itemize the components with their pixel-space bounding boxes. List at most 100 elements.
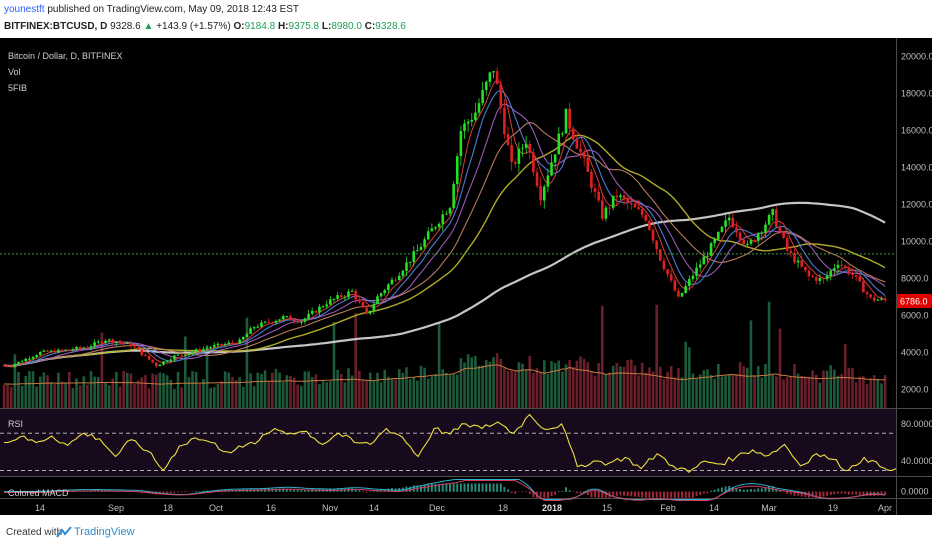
chart-header: younestft published on TradingView.com, … bbox=[0, 0, 932, 38]
macd-histogram-bar bbox=[57, 490, 60, 492]
volume-bar bbox=[416, 380, 419, 408]
candle-body bbox=[448, 208, 452, 214]
volume-bar bbox=[412, 377, 416, 408]
macd-histogram-bar bbox=[459, 483, 462, 492]
macd-histogram-bar bbox=[503, 487, 506, 492]
candle-body bbox=[735, 227, 738, 233]
volume-bar bbox=[550, 361, 553, 408]
volume-bar bbox=[180, 387, 183, 408]
candle-body bbox=[818, 278, 822, 281]
candle-body bbox=[648, 220, 651, 230]
candle-body bbox=[129, 342, 133, 347]
macd-histogram-bar bbox=[510, 491, 513, 493]
tradingview-brand-link[interactable]: TradingView bbox=[74, 526, 135, 538]
volume-bar bbox=[789, 375, 793, 408]
candle-body bbox=[717, 231, 720, 240]
volume-bar bbox=[542, 360, 546, 408]
volume-bar bbox=[104, 383, 107, 408]
macd-histogram-bar bbox=[815, 491, 818, 498]
candle-body bbox=[158, 364, 162, 367]
volume-bar bbox=[600, 305, 604, 408]
candle-body bbox=[466, 121, 470, 124]
volume-bar bbox=[513, 370, 517, 408]
macd-histogram-bar bbox=[427, 483, 430, 492]
volume-bar bbox=[854, 382, 858, 408]
candle-body bbox=[622, 195, 626, 199]
candle-body bbox=[38, 351, 42, 356]
candle-body bbox=[180, 354, 183, 356]
candle-body bbox=[238, 339, 241, 344]
volume-bar bbox=[234, 379, 238, 408]
candle-body bbox=[499, 84, 503, 108]
macd-histogram-bar bbox=[303, 489, 306, 492]
volume-bar bbox=[448, 375, 452, 408]
volume-bar bbox=[858, 376, 862, 408]
candle-body bbox=[57, 349, 60, 353]
candle-body bbox=[154, 362, 158, 367]
candle-body bbox=[825, 275, 829, 280]
macd-histogram-bar bbox=[800, 491, 803, 497]
price-tick-label: 16000.0 bbox=[901, 126, 932, 136]
volume-bar bbox=[165, 375, 169, 408]
candle-body bbox=[666, 269, 669, 275]
macd-histogram-bar bbox=[550, 491, 553, 497]
volume-bar bbox=[785, 377, 789, 408]
macd-histogram-bar bbox=[753, 489, 756, 492]
volume-bar bbox=[122, 371, 125, 408]
volume-bar bbox=[368, 372, 372, 408]
chart-title: Bitcoin / Dollar, D, BITFINEX bbox=[8, 51, 123, 61]
volume-bar bbox=[466, 354, 470, 408]
volume-bar bbox=[561, 371, 564, 408]
volume-bar bbox=[9, 386, 13, 408]
volume-bar bbox=[597, 363, 600, 408]
macd-histogram-bar bbox=[492, 483, 495, 492]
volume-bar bbox=[96, 376, 100, 408]
candle-body bbox=[807, 270, 811, 277]
macd-histogram-bar bbox=[655, 491, 658, 498]
time-tick-label: 18 bbox=[498, 503, 508, 513]
candle-body bbox=[20, 361, 24, 363]
chart-area[interactable]: 20000.0 18000.0 16000.0 14000.0 12000.0 10000… bbox=[0, 38, 932, 515]
candle-body bbox=[350, 290, 354, 292]
volume-bar bbox=[807, 376, 811, 408]
candle-body bbox=[133, 346, 136, 348]
candle-body bbox=[249, 328, 252, 334]
candle-body bbox=[804, 266, 807, 271]
macd-histogram-bar bbox=[876, 491, 879, 496]
candle-body bbox=[445, 213, 448, 215]
volume-bar bbox=[615, 363, 619, 408]
macd-histogram-bar bbox=[706, 491, 709, 494]
macd-tick-label: 0.0000 bbox=[901, 487, 929, 497]
macd-histogram-bar bbox=[575, 491, 578, 494]
volume-bar bbox=[825, 370, 829, 408]
volume-bar bbox=[557, 360, 561, 408]
candle-body bbox=[147, 355, 151, 360]
candle-body bbox=[756, 233, 760, 241]
volume-bar bbox=[778, 328, 782, 408]
macd-histogram-bar bbox=[539, 491, 542, 498]
candle-body bbox=[314, 310, 318, 313]
volume-bar bbox=[397, 369, 401, 408]
candle-body bbox=[310, 310, 314, 314]
candle-body bbox=[840, 264, 843, 266]
candle-body bbox=[608, 207, 611, 209]
last-price: 9328.6 bbox=[110, 21, 141, 32]
candle-body bbox=[749, 240, 753, 244]
chart-canvas[interactable]: 20000.0 18000.0 16000.0 14000.0 12000.0 10000… bbox=[0, 38, 932, 515]
candle-body bbox=[263, 321, 267, 323]
author-link[interactable]: younestft bbox=[4, 4, 45, 15]
volume-bar bbox=[640, 362, 644, 408]
volume-bar bbox=[651, 371, 655, 408]
candle-body bbox=[60, 349, 64, 351]
macd-histogram-bar bbox=[441, 483, 444, 492]
volume-bar bbox=[575, 360, 579, 408]
volume-bar bbox=[89, 371, 93, 408]
candle-body bbox=[140, 349, 144, 356]
candle-body bbox=[187, 353, 191, 355]
macd-histogram-bar bbox=[372, 490, 375, 492]
macd-histogram-bar bbox=[684, 491, 687, 498]
volume-bar bbox=[271, 372, 274, 408]
volume-bar bbox=[680, 377, 684, 408]
volume-bar bbox=[339, 373, 343, 408]
volume-bar bbox=[336, 369, 339, 408]
